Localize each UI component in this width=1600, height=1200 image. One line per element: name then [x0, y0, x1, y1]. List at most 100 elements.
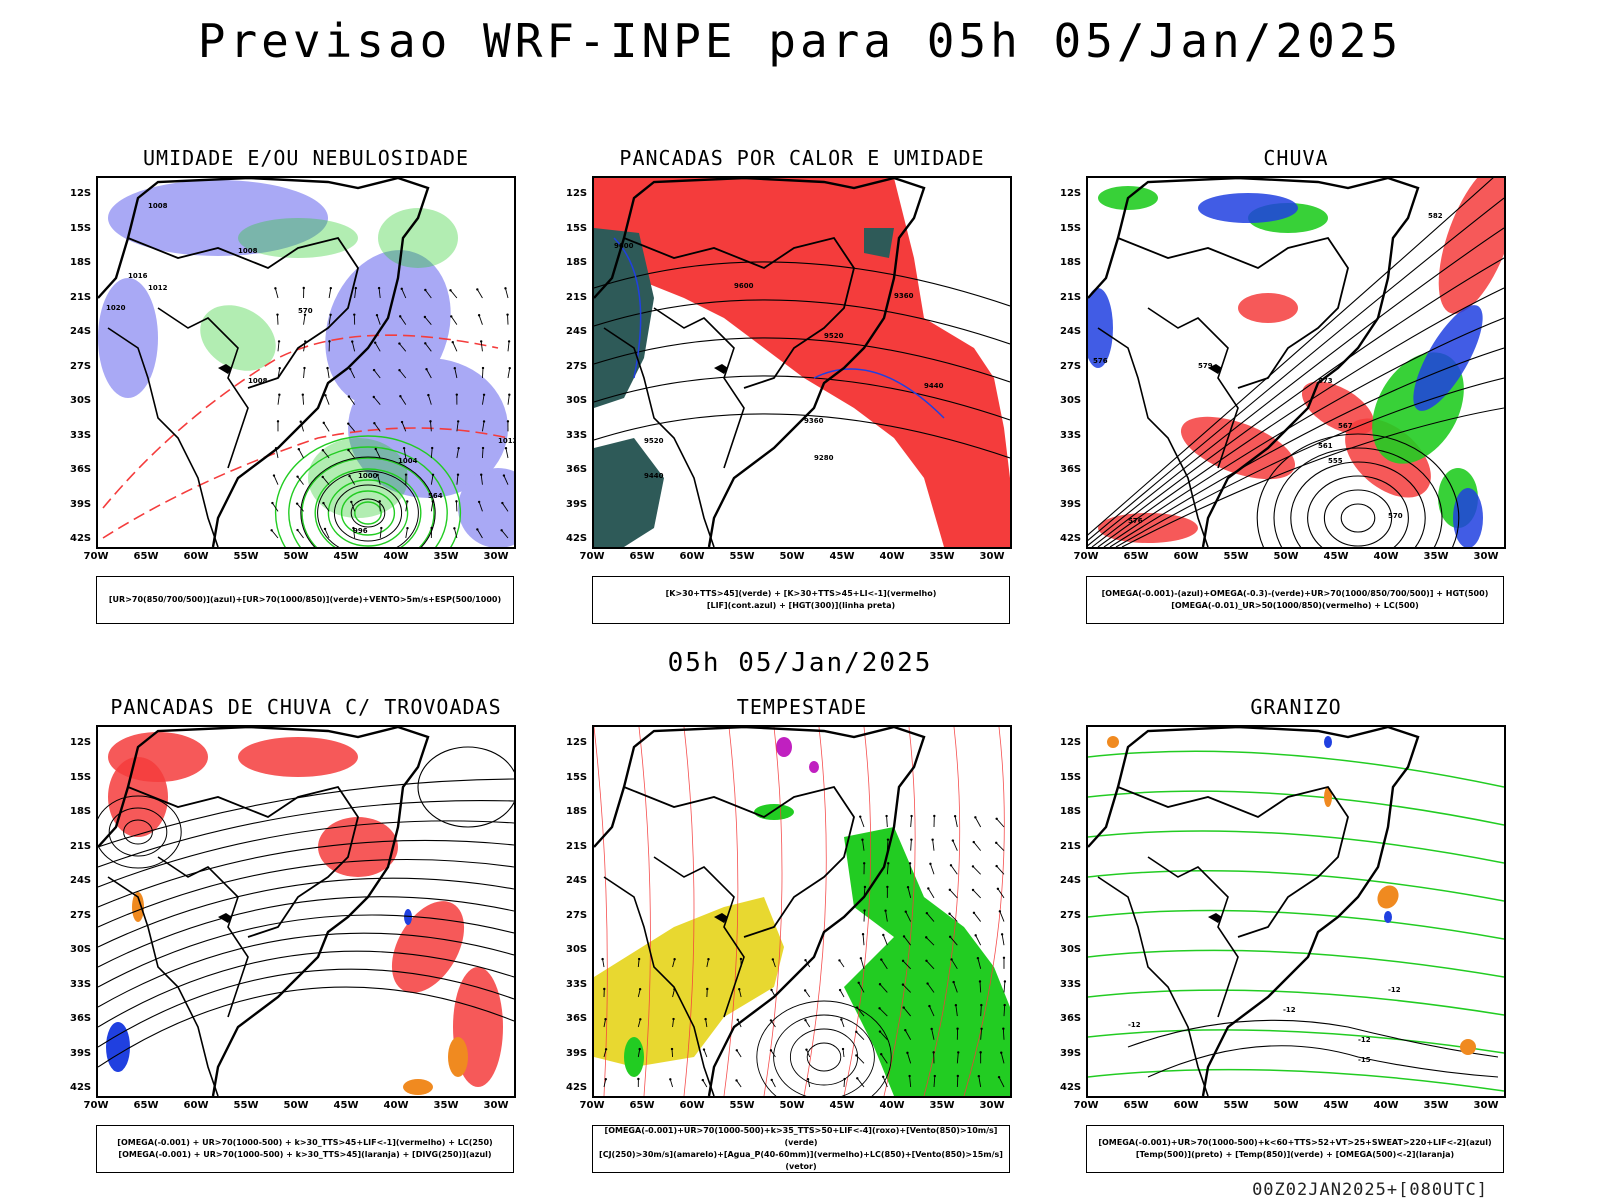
lon-tick-label: 30W [979, 1100, 1005, 1111]
wind-vector [350, 501, 356, 512]
wind-vector-head [1002, 956, 1006, 960]
lon-tick-label: 60W [1173, 1100, 1199, 1111]
lon-tick-label: 70W [579, 551, 605, 562]
pressure-isobar [300, 456, 436, 547]
wind-vector-head [906, 886, 910, 889]
coastline [98, 727, 430, 1096]
wind-vector [909, 863, 912, 875]
lc850-contour [756, 1000, 892, 1096]
wind-vector [842, 1049, 845, 1058]
wind-vector [879, 1031, 888, 1041]
wind-vector-head [303, 366, 306, 370]
country-border [603, 327, 715, 547]
wind-vector-head [354, 286, 358, 290]
wind-vector [738, 989, 742, 998]
legend-line: [OMEGA(-0.001)-(azul)+OMEGA(-0.3)-(verde… [1101, 589, 1489, 598]
wind-vector-head [738, 988, 741, 991]
lat-tick-label: 42S [70, 1082, 92, 1093]
wind-vector [910, 839, 912, 851]
legend-line: [LIF](cont.azul) + [HGT(300)](linha pret… [706, 601, 896, 610]
wind-vector [424, 343, 432, 352]
humidity-high-fill [458, 468, 514, 547]
wind-vector-head [670, 1047, 674, 1051]
humidity-high-fill [98, 278, 158, 398]
lon-tick-label: 70W [579, 1100, 605, 1111]
wind-vector-head [302, 286, 305, 290]
lat-tick-label: 24S [70, 875, 92, 886]
wind-vector-head [739, 957, 743, 961]
legend-line: [UR>70(850/700/500)](azul)+[UR>70(1000/8… [108, 595, 502, 604]
map-frame: 582 576 579 573 567 561 555 570 576 [1086, 176, 1506, 549]
wind-vector-head [501, 501, 504, 505]
contour-label: 567 [1338, 422, 1353, 430]
wind-vector [505, 448, 509, 459]
lat-tick-label: 36S [70, 1013, 92, 1024]
wind-vector-head [863, 885, 867, 889]
weather-map: 9600 9600 9520 9440 9360 9280 9520 9440 9360 [594, 178, 1010, 547]
state-border [157, 307, 249, 469]
pw-red-contour [763, 727, 783, 1096]
contour-label: 561 [1318, 442, 1333, 450]
lat-tick-label: 24S [1060, 326, 1082, 337]
wind-vector-head [326, 366, 329, 370]
wind-vector-head [604, 1017, 607, 1021]
wind-vector [999, 911, 1005, 922]
hgt500-line [1088, 178, 1494, 536]
lc250-streamline [98, 950, 514, 1028]
wind-vector [736, 1050, 742, 1058]
lc250-streamline [98, 914, 514, 988]
lat-tick-label: 12S [1060, 737, 1082, 748]
wind-vector [297, 476, 304, 485]
wind-vector-head [771, 958, 775, 961]
legend-line: [CJ(250)>30m/s](amarelo)+[Agua_P(40-60mm… [599, 1150, 1003, 1171]
wind-vector [972, 866, 981, 875]
lat-tick-label: 30S [70, 395, 92, 406]
wind-vector-head [841, 1047, 845, 1051]
lat-tick-label: 24S [70, 326, 92, 337]
wind-vector-head [735, 1079, 738, 1082]
contour-label: 9360 [894, 292, 914, 300]
wind-vector-head [672, 1017, 675, 1021]
run-info-footer: 00Z02JAN2025+[080UTC] [1252, 1180, 1488, 1200]
panel-title: UMIDADE E/OU NEBULOSIDADE [142, 146, 470, 170]
wind-vector [374, 342, 381, 352]
lon-tick-label: 45W [829, 551, 855, 562]
wind-vector [450, 316, 458, 325]
wind-vector [953, 981, 958, 993]
wind-vector [980, 1028, 983, 1040]
wind-vector [949, 936, 958, 946]
lon-tick-label: 35W [929, 1100, 955, 1111]
lon-tick-label: 40W [879, 551, 905, 562]
lake [218, 913, 232, 923]
state-border [623, 785, 855, 938]
lat-tick-label: 21S [70, 291, 92, 303]
wind-vector-head [380, 526, 383, 530]
hgt300-line [594, 413, 1010, 459]
lat-tick-label: 33S [1060, 429, 1082, 441]
wind-vector-head [1000, 933, 1004, 936]
wind-vector-head [929, 862, 932, 866]
lc850-contour [806, 1042, 842, 1072]
wind-vector [426, 369, 432, 379]
wind-vector [303, 368, 305, 379]
wind-vector [507, 341, 510, 352]
green-contour [354, 501, 382, 525]
green-contour [327, 479, 409, 547]
wind-vector [843, 1078, 846, 1088]
wind-vector [505, 288, 509, 299]
wind-vector-head [971, 888, 975, 892]
wind-vector-head [456, 420, 460, 423]
hgt500-line [1091, 257, 1504, 547]
lat-tick-label: 27S [1060, 360, 1082, 372]
wind-vector [354, 288, 357, 299]
panel-title: GRANIZO [1250, 695, 1342, 719]
wind-vector [427, 394, 432, 405]
wind-vector [839, 960, 845, 968]
pressure-isobar [317, 470, 419, 547]
wind-vector-head [978, 980, 982, 983]
lat-tick-label: 27S [1060, 909, 1082, 921]
state-border [1147, 856, 1239, 1018]
wind-vector-head [770, 988, 773, 992]
wind-vector [882, 1076, 888, 1088]
wind-vector-head [507, 340, 511, 343]
